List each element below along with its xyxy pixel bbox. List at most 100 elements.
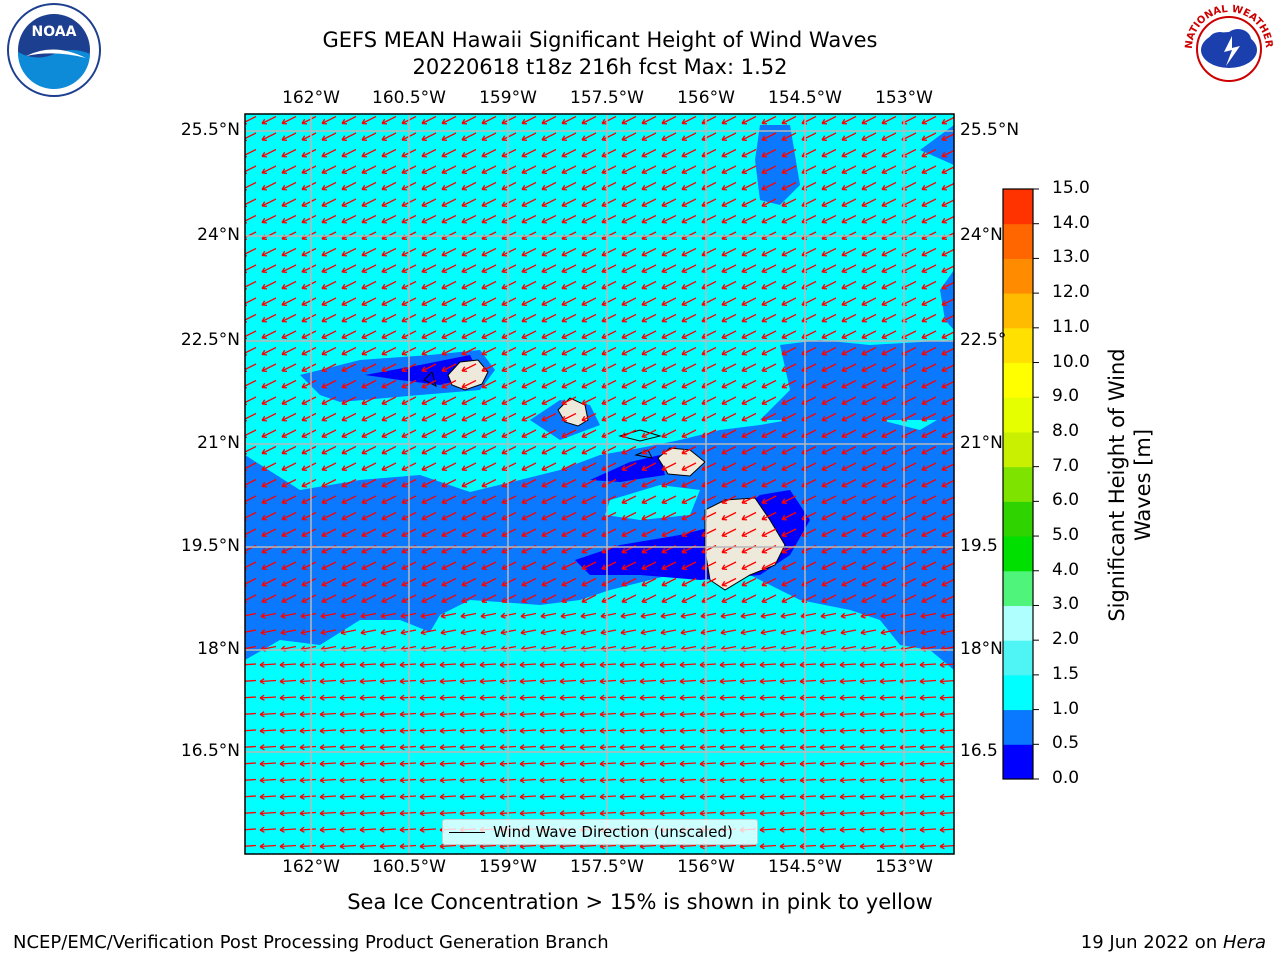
wave-direction-arrow — [439, 760, 457, 767]
wave-direction-arrow — [861, 412, 877, 422]
wave-direction-arrow — [741, 297, 757, 307]
wave-direction-arrow — [541, 181, 557, 191]
wave-direction-arrow — [860, 612, 877, 619]
wave-direction-arrow — [521, 462, 537, 472]
wave-direction-arrow — [861, 511, 877, 521]
wave-direction-arrow — [261, 148, 277, 158]
wave-direction-arrow — [581, 528, 597, 538]
wave-direction-arrow — [461, 214, 477, 224]
wave-direction-arrow — [301, 379, 317, 389]
wave-direction-arrow — [699, 777, 717, 784]
wave-band-east — [760, 340, 954, 420]
colorbar-tick-label: 12.0 — [1052, 282, 1090, 303]
wave-direction-arrow — [245, 528, 257, 538]
wave-direction-arrow — [759, 810, 777, 817]
wave-direction-arrow — [721, 495, 737, 505]
wave-direction-arrow — [259, 727, 277, 734]
wave-direction-arrow — [821, 429, 837, 439]
wave-direction-arrow — [661, 297, 677, 307]
wave-direction-arrow — [921, 528, 937, 538]
wave-direction-arrow — [501, 280, 517, 290]
wave-direction-arrow — [581, 264, 597, 274]
wave-direction-arrow — [841, 346, 857, 356]
wave-direction-arrow — [381, 396, 397, 406]
wave-direction-arrow — [761, 412, 777, 422]
wave-direction-arrow — [541, 297, 557, 307]
wave-direction-arrow — [379, 744, 397, 751]
wave-direction-arrow — [741, 148, 757, 158]
wave-direction-arrow — [661, 396, 677, 406]
wave-direction-arrow — [360, 612, 377, 619]
wave-direction-arrow — [799, 843, 817, 850]
wave-direction-arrow — [601, 115, 617, 125]
wave-direction-arrow — [760, 629, 777, 636]
wave-direction-arrow — [561, 561, 577, 571]
wave-direction-arrow — [321, 264, 337, 274]
wave-direction-arrow — [279, 711, 297, 718]
wave-direction-arrow — [421, 561, 437, 571]
map-frame — [244, 113, 955, 855]
wave-direction-arrow — [661, 561, 677, 571]
wave-direction-arrow — [481, 561, 497, 571]
wave-direction-arrow — [361, 478, 377, 488]
wave-direction-arrow — [299, 760, 317, 767]
colorbar-swatch — [1003, 744, 1033, 780]
wave-direction-arrow — [441, 577, 457, 587]
wave-direction-arrow — [841, 115, 857, 125]
wave-direction-arrow — [841, 297, 857, 307]
wave-direction-arrow — [279, 727, 297, 734]
wave-direction-arrow — [739, 760, 757, 767]
wave-direction-arrow — [661, 495, 677, 505]
wave-direction-arrow — [561, 363, 577, 373]
wave-direction-arrow — [501, 214, 517, 224]
wave-direction-arrow — [541, 429, 557, 439]
wave-direction-arrow — [881, 181, 897, 191]
wave-direction-arrow — [781, 528, 797, 538]
wave-direction-arrow — [440, 612, 457, 619]
wave-direction-arrow — [821, 594, 837, 604]
wave-direction-arrow — [361, 297, 377, 307]
wave-direction-arrow — [281, 297, 297, 307]
wave-direction-arrow — [421, 495, 437, 505]
wave-direction-arrow — [721, 148, 737, 158]
wave-direction-arrow — [561, 412, 577, 422]
wave-direction-arrow — [261, 346, 277, 356]
lon-label-top: 157.5°W — [570, 88, 644, 108]
wave-direction-arrow — [841, 429, 857, 439]
wave-direction-arrow — [245, 346, 257, 356]
wave-direction-arrow — [581, 148, 597, 158]
wave-direction-arrow — [659, 711, 677, 718]
colorbar-frame — [1002, 188, 1034, 780]
wave-direction-arrow — [621, 594, 637, 604]
wave-direction-arrow — [919, 826, 937, 833]
wave-direction-arrow — [739, 727, 757, 734]
wave-direction-arrow — [781, 478, 797, 488]
wave-direction-arrow — [540, 612, 557, 619]
legend-line-swatch — [449, 832, 485, 833]
wave-direction-arrow — [261, 132, 277, 142]
wave-direction-arrow — [841, 594, 857, 604]
wave-direction-arrow — [521, 297, 537, 307]
wave-direction-arrow — [559, 727, 577, 734]
wave-direction-arrow — [245, 511, 257, 521]
colorbar-title: Significant Height of Wind Waves [m] — [1104, 348, 1156, 621]
wave-direction-arrow — [681, 412, 697, 422]
wave-direction-arrow — [679, 793, 697, 800]
wave-direction-arrow — [541, 412, 557, 422]
wave-direction-arrow — [841, 181, 857, 191]
wave-direction-arrow — [581, 511, 597, 521]
wave-direction-arrow — [421, 247, 437, 257]
wave-direction-arrow — [301, 528, 317, 538]
wave-direction-arrow — [821, 313, 837, 323]
wave-direction-arrow — [761, 528, 777, 538]
wave-direction-arrow — [761, 280, 777, 290]
wave-direction-arrow — [781, 511, 797, 521]
island-maui — [657, 447, 706, 477]
wave-direction-arrow — [881, 561, 897, 571]
wave-direction-arrow — [439, 727, 457, 734]
colorbar-title-line2: Waves [m] — [1131, 428, 1155, 542]
colorbar-swatch — [1003, 431, 1033, 468]
wave-direction-arrow — [381, 577, 397, 587]
wave-direction-arrow — [341, 132, 357, 142]
wave-direction-arrow — [879, 826, 897, 833]
